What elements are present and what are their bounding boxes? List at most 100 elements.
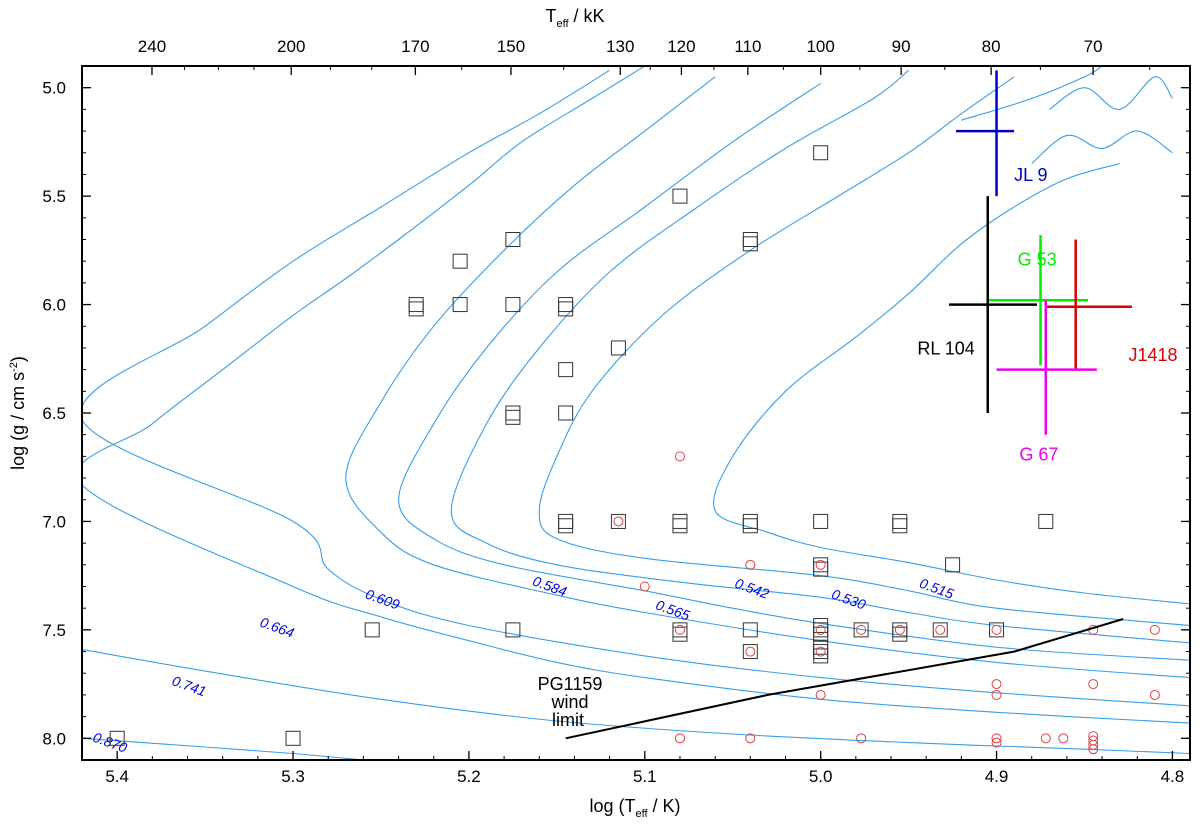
circle-marker bbox=[1040, 733, 1051, 744]
circle-marker bbox=[991, 689, 1002, 700]
square-marker bbox=[364, 622, 380, 638]
square-marker bbox=[742, 236, 758, 252]
circle-marker bbox=[1149, 689, 1160, 700]
top-tick-label: 90 bbox=[892, 37, 911, 56]
square-marker bbox=[558, 518, 574, 534]
circle-marker bbox=[1149, 624, 1160, 635]
x-tick-label: 5.1 bbox=[633, 767, 657, 786]
y-axis-title: log (g / cm s-2) bbox=[8, 356, 28, 470]
square-marker bbox=[672, 626, 688, 642]
track-0.530 bbox=[538, 76, 1190, 627]
track-0.542 bbox=[450, 69, 1190, 644]
square-marker bbox=[408, 297, 424, 313]
circle-marker bbox=[639, 581, 650, 592]
track-label-0.565: 0.565 bbox=[654, 596, 693, 623]
circle-marker bbox=[1058, 733, 1069, 744]
y-tick-label: 8.0 bbox=[42, 729, 66, 748]
square-marker bbox=[505, 409, 521, 425]
track-label-0.515: 0.515 bbox=[917, 575, 956, 602]
star-label-jl-9: JL 9 bbox=[1014, 165, 1047, 185]
square-marker bbox=[610, 340, 626, 356]
square-marker bbox=[1038, 513, 1054, 529]
square-marker bbox=[892, 626, 908, 642]
square-marker bbox=[285, 730, 301, 746]
square-marker bbox=[408, 301, 424, 317]
square-marker bbox=[505, 405, 521, 421]
square-marker bbox=[813, 513, 829, 529]
track-label-0.741: 0.741 bbox=[170, 672, 208, 699]
square-marker bbox=[505, 297, 521, 313]
square-marker bbox=[742, 518, 758, 534]
square-marker bbox=[505, 232, 521, 247]
circle-marker bbox=[894, 624, 905, 635]
square-marker bbox=[813, 626, 829, 642]
square-marker bbox=[892, 518, 908, 534]
square-marker bbox=[813, 648, 829, 664]
square-marker bbox=[945, 557, 961, 573]
circle-marker bbox=[856, 733, 867, 744]
error-crosses: JL 9 G 53 RL 104 J1418 G 67 bbox=[917, 70, 1177, 465]
circle-marker bbox=[1088, 739, 1099, 750]
circle-marker bbox=[815, 646, 826, 657]
circle-marker bbox=[674, 451, 685, 462]
x-tick-label: 5.2 bbox=[457, 767, 481, 786]
square-marker bbox=[109, 730, 125, 746]
square-marker bbox=[672, 518, 688, 534]
square-marker bbox=[558, 362, 574, 378]
plot-frame bbox=[81, 65, 1191, 761]
top-axis-title: Teff / kK bbox=[545, 6, 604, 30]
square-marker bbox=[672, 188, 688, 204]
square-marker bbox=[932, 622, 948, 638]
star-label-j1418: J1418 bbox=[1128, 345, 1177, 365]
square-marker bbox=[558, 297, 574, 313]
x-tick-label: 4.8 bbox=[1161, 767, 1185, 786]
x-axis-title: log (Teff / K) bbox=[589, 796, 680, 820]
square-marker bbox=[892, 513, 908, 529]
square-marker bbox=[672, 513, 688, 529]
circle-marker bbox=[991, 679, 1002, 690]
track-label-0.664: 0.664 bbox=[258, 614, 297, 641]
top-tick-label: 120 bbox=[667, 37, 695, 56]
star-label-rl-104: RL 104 bbox=[917, 338, 974, 358]
x-tick-label: 5.4 bbox=[105, 767, 129, 786]
circle-marker bbox=[1088, 679, 1099, 690]
square-marker bbox=[452, 297, 468, 313]
wind-limit-label-line2: wind bbox=[550, 692, 588, 712]
top-tick-label: 130 bbox=[606, 37, 634, 56]
track-label-0.530: 0.530 bbox=[830, 586, 869, 613]
top-tick-label: 150 bbox=[497, 37, 525, 56]
square-marker bbox=[610, 513, 626, 529]
x-tick-label: 4.9 bbox=[985, 767, 1009, 786]
track-upper-right-2 bbox=[1048, 76, 1173, 110]
circle-marker bbox=[674, 624, 685, 635]
wind-limit-label-line3: limit bbox=[552, 710, 584, 730]
wind-limit-label-line1: PG1159 bbox=[538, 674, 603, 694]
circle-marker bbox=[815, 624, 826, 635]
circle-marker bbox=[856, 624, 867, 635]
track-0.741 bbox=[82, 648, 1190, 755]
top-tick-label: 170 bbox=[401, 37, 429, 56]
star-label-g-67: G 67 bbox=[1019, 445, 1058, 465]
top-tick-label: 80 bbox=[982, 37, 1001, 56]
track-0.565 bbox=[398, 82, 1190, 661]
top-tick-label: 240 bbox=[138, 37, 166, 56]
circle-marker bbox=[745, 733, 756, 744]
track-0.609 bbox=[82, 69, 1190, 707]
square-marker bbox=[558, 301, 574, 317]
circle-marker bbox=[1088, 744, 1099, 755]
star-label-g-53: G 53 bbox=[1018, 250, 1057, 270]
data-markers bbox=[109, 145, 1160, 755]
wind-limit-polyline bbox=[565, 618, 1124, 740]
circle-marker bbox=[991, 733, 1002, 744]
circle-marker bbox=[815, 689, 826, 700]
wind-limit-line bbox=[565, 618, 1124, 740]
x-tick-label: 5.0 bbox=[809, 767, 833, 786]
square-marker bbox=[813, 145, 829, 161]
track-upper-right-0 bbox=[961, 66, 1103, 121]
square-marker bbox=[742, 232, 758, 247]
circle-marker bbox=[613, 516, 624, 527]
square-marker bbox=[813, 561, 829, 577]
square-marker bbox=[813, 618, 829, 634]
y-tick-label: 6.5 bbox=[42, 404, 66, 423]
circle-marker bbox=[991, 624, 1002, 635]
